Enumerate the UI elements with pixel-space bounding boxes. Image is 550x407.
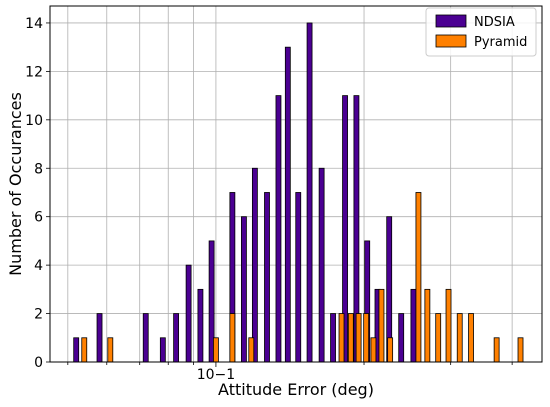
pyramid-bar: [424, 288, 431, 363]
ndsia-bar: [142, 313, 149, 363]
ndsia-bar: [173, 313, 180, 363]
pyramid-bar: [468, 313, 474, 363]
legend-label: Pyramid: [474, 35, 527, 50]
ndsia-bar: [284, 46, 291, 363]
y-tick-label: 0: [34, 355, 43, 371]
pyramid-bar: [347, 313, 354, 363]
pyramid-bar: [338, 313, 345, 363]
x-tick-label: 10−1: [197, 367, 235, 383]
pyramid-bar: [81, 337, 88, 363]
plot-frame: [49, 5, 543, 363]
pyramid-bar: [378, 288, 385, 363]
y-tick-label: 10: [25, 113, 43, 129]
pyramid-bar: [248, 337, 255, 363]
pyramid-bar: [415, 192, 422, 363]
pyramid-bar: [435, 313, 442, 363]
ndsia-bar: [73, 337, 80, 363]
ndsia-bar: [330, 313, 336, 363]
pyramid-bar: [213, 337, 219, 363]
bars-layer: [73, 22, 524, 363]
y-tick-label: 14: [25, 16, 43, 32]
pyramid-bar: [456, 313, 463, 363]
pyramid-bar: [370, 337, 377, 363]
pyramid-bar: [363, 313, 370, 363]
y-axis-label: Number of Occurances: [6, 92, 25, 276]
ndsia-bar: [185, 264, 192, 363]
pyramid-bar: [445, 288, 452, 363]
ticks-layer: 0 2 4 6 8 10 12 14 10−1: [25, 16, 513, 383]
legend-swatch: [435, 14, 467, 28]
ndsia-bar: [318, 167, 325, 363]
legend-label: NDSIA: [474, 15, 515, 30]
ndsia-bar: [306, 22, 313, 363]
y-tick-label: 4: [34, 258, 43, 274]
ndsia-bar: [295, 192, 302, 363]
legend: NDSIA Pyramid: [425, 7, 537, 57]
ndsia-bar: [197, 288, 204, 363]
ndsia-bar: [251, 167, 258, 363]
pyramid-bar: [355, 313, 362, 363]
pyramid-bar: [493, 337, 500, 363]
ndsia-bar: [241, 216, 247, 363]
y-tick-label: 12: [25, 64, 43, 80]
legend-swatch: [435, 34, 467, 48]
y-tick-label: 6: [34, 210, 43, 226]
y-tick-label: 2: [34, 307, 43, 323]
x-axis-label: Attitude Error (deg): [218, 380, 374, 399]
pyramid-bar: [229, 313, 236, 363]
ndsia-bar: [159, 337, 166, 363]
ndsia-bar: [96, 313, 103, 363]
ndsia-bar: [275, 95, 282, 363]
ndsia-bar: [410, 288, 417, 363]
ndsia-bar: [398, 313, 405, 363]
pyramid-bar: [387, 337, 394, 363]
y-tick-label: 8: [34, 161, 43, 177]
pyramid-bar: [517, 337, 524, 363]
pyramid-bar: [107, 337, 114, 363]
ndsia-bar: [264, 192, 270, 363]
